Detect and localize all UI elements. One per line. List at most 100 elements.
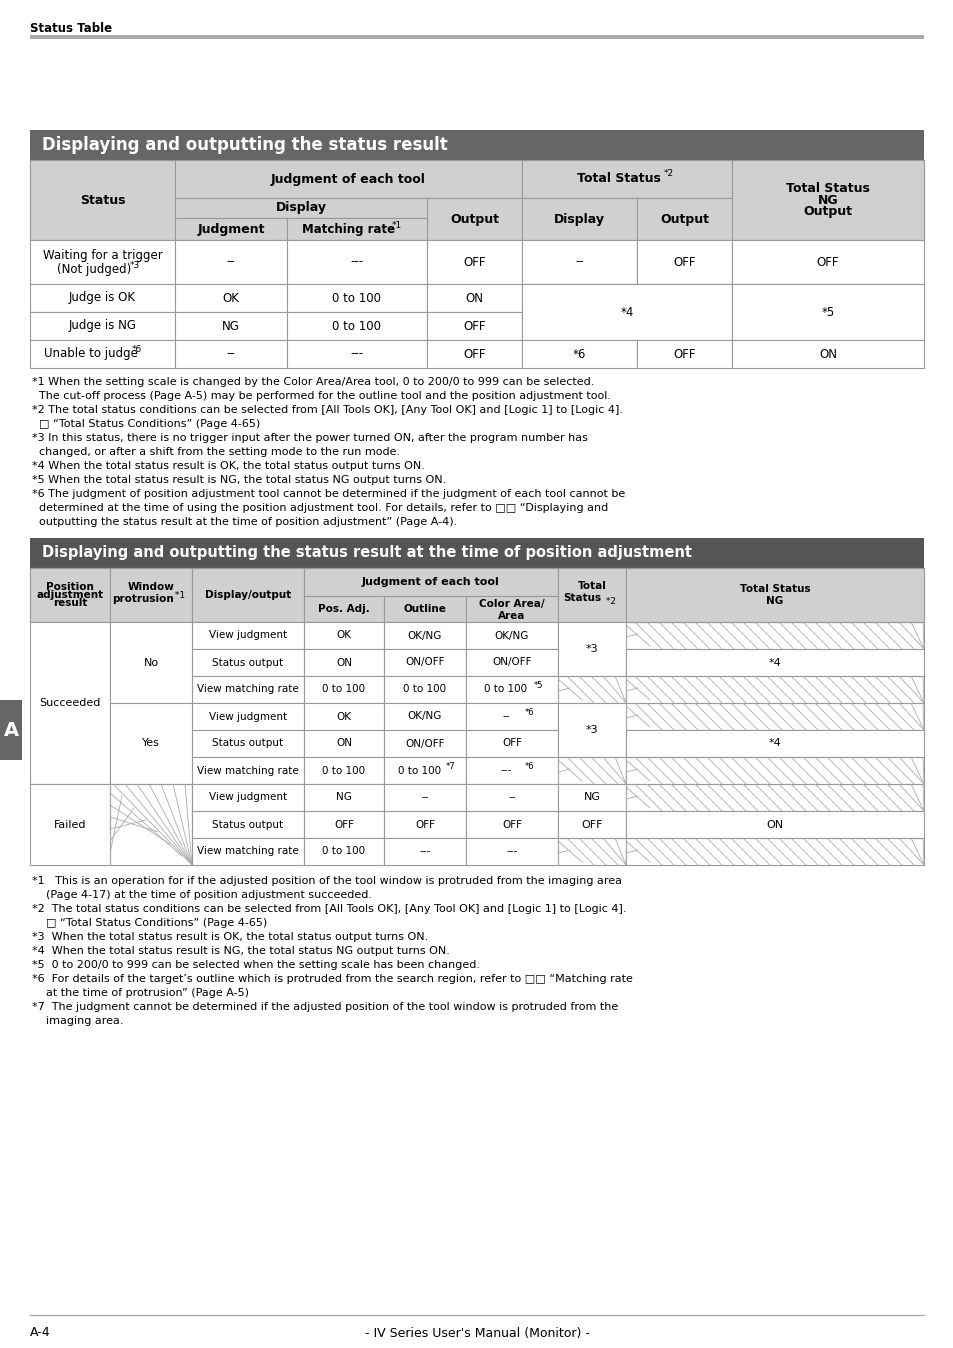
Text: OFF: OFF — [501, 820, 521, 829]
Text: ---: --- — [350, 256, 363, 268]
Text: Display/output: Display/output — [205, 590, 291, 600]
Bar — [304, 621, 384, 648]
Text: NG: NG — [765, 596, 782, 607]
Text: Total Status: Total Status — [739, 584, 809, 594]
Bar — [465, 675, 558, 704]
Text: *4  When the total status result is NG, the total status NG output turns ON.: *4 When the total status result is NG, t… — [32, 946, 450, 956]
Text: *6  For details of the target’s outline which is protruded from the search regio: *6 For details of the target’s outline w… — [32, 975, 632, 984]
Bar — [30, 129, 923, 160]
Text: OFF: OFF — [580, 820, 602, 829]
Bar — [731, 240, 923, 284]
Text: *6: *6 — [132, 345, 141, 355]
Text: OK/NG: OK/NG — [495, 631, 529, 640]
Bar — [304, 704, 384, 731]
Text: *7: *7 — [446, 762, 456, 771]
Bar — [465, 838, 558, 865]
Text: OFF: OFF — [463, 319, 485, 333]
Bar — [287, 340, 427, 368]
Bar — [304, 838, 384, 865]
Bar — [558, 785, 625, 811]
Bar — [465, 704, 558, 731]
Bar — [558, 621, 625, 675]
Bar — [465, 648, 558, 675]
Text: OK/NG: OK/NG — [407, 712, 442, 721]
Text: ---: --- — [350, 348, 363, 360]
Bar — [625, 811, 923, 838]
Text: determined at the time of using the position adjustment tool. For details, refer: determined at the time of using the posi… — [32, 503, 608, 514]
Text: Status: Status — [80, 194, 125, 206]
Text: Total: Total — [577, 581, 606, 590]
Text: View matching rate: View matching rate — [197, 685, 298, 694]
Text: ON: ON — [465, 291, 483, 305]
Bar — [637, 240, 731, 284]
Bar — [192, 568, 304, 621]
Text: --: -- — [575, 256, 583, 268]
Bar — [625, 621, 923, 648]
Text: *1   This is an operation for if the adjusted position of the tool window is pro: *1 This is an operation for if the adjus… — [32, 876, 621, 886]
Text: View judgment: View judgment — [209, 712, 287, 721]
Text: Status output: Status output — [213, 820, 283, 829]
Bar — [304, 596, 384, 621]
Bar — [427, 240, 521, 284]
Bar — [384, 838, 465, 865]
Bar — [625, 704, 923, 731]
Text: NG: NG — [335, 793, 352, 802]
Bar — [625, 838, 923, 865]
Text: 0 to 100: 0 to 100 — [333, 319, 381, 333]
Bar — [521, 311, 637, 340]
Bar — [465, 621, 558, 648]
Bar — [174, 218, 287, 240]
Bar — [625, 648, 923, 675]
Text: Failed: Failed — [53, 820, 86, 829]
Bar — [625, 568, 923, 621]
Bar — [625, 758, 923, 785]
Text: OK/NG: OK/NG — [407, 631, 442, 640]
Bar — [30, 785, 110, 865]
Bar — [384, 811, 465, 838]
Text: Status output: Status output — [213, 658, 283, 667]
Bar — [465, 758, 558, 785]
Text: Judgment of each tool: Judgment of each tool — [271, 173, 425, 186]
Text: View matching rate: View matching rate — [197, 766, 298, 775]
Text: --: -- — [508, 793, 516, 802]
Text: View judgment: View judgment — [209, 631, 287, 640]
Bar — [731, 340, 923, 368]
Bar — [558, 838, 625, 865]
Text: --: -- — [227, 348, 235, 360]
Text: *1: *1 — [172, 590, 186, 600]
Bar — [287, 218, 427, 240]
Bar — [304, 731, 384, 758]
Bar — [174, 160, 521, 198]
Text: - IV Series User's Manual (Monitor) -: - IV Series User's Manual (Monitor) - — [364, 1326, 589, 1340]
Bar — [30, 568, 923, 621]
Text: ---: --- — [500, 766, 511, 775]
Bar — [192, 758, 304, 785]
Text: View judgment: View judgment — [209, 793, 287, 802]
Bar — [637, 311, 731, 340]
Text: *4: *4 — [619, 306, 633, 318]
Text: A-4: A-4 — [30, 1326, 51, 1340]
Bar — [192, 704, 304, 731]
Text: Displaying and outputting the status result at the time of position adjustment: Displaying and outputting the status res… — [42, 546, 691, 561]
Text: protrusion: protrusion — [112, 594, 173, 604]
Text: 0 to 100: 0 to 100 — [333, 291, 381, 305]
Text: 0 to 100: 0 to 100 — [484, 685, 527, 694]
Bar — [304, 758, 384, 785]
Text: *2: *2 — [663, 170, 674, 178]
Text: Displaying and outputting the status result: Displaying and outputting the status res… — [42, 136, 447, 154]
Bar — [625, 785, 923, 811]
Bar — [30, 160, 923, 240]
Bar — [304, 811, 384, 838]
Text: Output: Output — [450, 213, 498, 225]
Bar — [637, 284, 731, 311]
Bar — [30, 35, 923, 39]
Text: OFF: OFF — [415, 820, 435, 829]
Bar — [731, 284, 923, 311]
Text: 0 to 100: 0 to 100 — [403, 685, 446, 694]
Bar — [287, 284, 427, 311]
Text: result: result — [52, 599, 87, 608]
Text: *3  When the total status result is OK, the total status output turns ON.: *3 When the total status result is OK, t… — [32, 931, 428, 942]
Bar — [384, 621, 465, 648]
Text: Matching rate: Matching rate — [302, 222, 395, 236]
Text: Succeeded: Succeeded — [39, 698, 101, 708]
